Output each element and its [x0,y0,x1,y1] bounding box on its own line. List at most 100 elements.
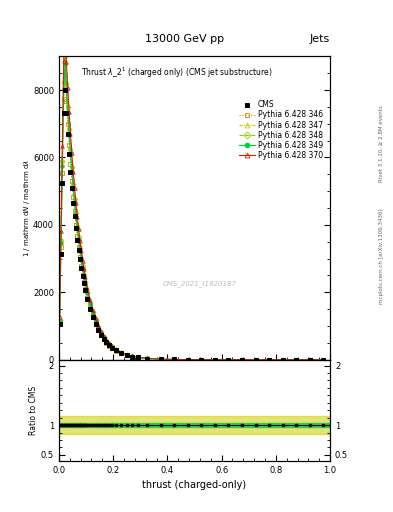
Pythia 6.428 349 [75,226,80,232]
Pythia 6.428 348 [83,279,88,285]
CMS [104,339,109,346]
CMS [67,151,72,157]
Pythia 6.428 348 [77,245,82,251]
Pythia 6.428 370 [85,285,90,291]
CMS [307,356,312,362]
Pythia 6.428 349 [57,318,62,324]
Pythia 6.428 370 [75,214,80,220]
Pythia 6.428 370 [65,85,70,91]
CMS [76,247,81,253]
Pythia 6.428 348 [85,289,90,295]
Pythia 6.428 370 [76,226,81,232]
Pythia 6.428 370 [64,59,69,65]
Line: CMS: CMS [58,88,325,361]
Pythia 6.428 347 [213,356,217,362]
Pythia 6.428 346 [145,355,149,361]
Pythia 6.428 349 [71,185,75,191]
Pythia 6.428 349 [70,169,74,175]
CMS [107,342,112,348]
CMS [99,332,103,338]
Pythia 6.428 370 [125,351,129,357]
CMS [267,356,272,362]
Pythia 6.428 347 [88,300,92,306]
Pythia 6.428 370 [307,356,312,362]
Pythia 6.428 349 [93,318,98,324]
Pythia 6.428 348 [119,350,124,356]
CMS [61,110,66,116]
CMS [321,356,326,362]
Pythia 6.428 348 [67,125,72,132]
Pythia 6.428 347 [71,181,75,187]
Pythia 6.428 347 [101,334,106,340]
Pythia 6.428 349 [85,290,90,296]
Pythia 6.428 370 [82,266,86,272]
CMS [60,180,65,186]
CMS [130,353,134,359]
Pythia 6.428 348 [68,145,73,152]
Pythia 6.428 347 [199,356,204,362]
Pythia 6.428 347 [240,356,244,362]
Pythia 6.428 347 [145,355,149,361]
Pythia 6.428 348 [71,181,75,187]
Pythia 6.428 370 [185,356,190,362]
Pythia 6.428 346 [79,263,84,269]
Pythia 6.428 347 [83,279,88,285]
Pythia 6.428 347 [125,352,129,358]
CMS [158,356,163,362]
Pythia 6.428 348 [70,164,74,170]
Pythia 6.428 346 [280,356,285,362]
Pythia 6.428 370 [145,355,149,361]
Pythia 6.428 348 [64,79,69,86]
CMS [64,110,69,116]
Text: Thrust $\lambda$_2$^1$ (charged only) (CMS jet substructure): Thrust $\lambda$_2$^1$ (charged only) (C… [81,66,272,80]
Pythia 6.428 370 [67,109,72,115]
Pythia 6.428 348 [213,356,217,362]
Pythia 6.428 347 [107,341,112,347]
Pythia 6.428 349 [101,334,106,340]
Line: Pythia 6.428 346: Pythia 6.428 346 [58,74,325,361]
Pythia 6.428 346 [125,352,129,358]
CMS [185,356,190,362]
Pythia 6.428 370 [83,274,88,280]
Pythia 6.428 349 [114,347,118,353]
Pythia 6.428 347 [253,356,258,362]
CMS [75,237,80,243]
Pythia 6.428 348 [79,254,84,261]
Pythia 6.428 348 [226,356,231,362]
Pythia 6.428 346 [93,321,98,327]
Pythia 6.428 347 [63,53,68,59]
Pythia 6.428 370 [119,349,124,355]
Pythia 6.428 346 [61,96,66,102]
Pythia 6.428 348 [96,324,101,330]
Pythia 6.428 370 [79,248,84,254]
Pythia 6.428 348 [158,356,163,362]
Pythia 6.428 346 [119,350,124,356]
Pythia 6.428 370 [226,356,231,362]
CMS [93,321,98,327]
Pythia 6.428 348 [321,356,326,362]
CMS [119,350,124,356]
Pythia 6.428 347 [70,164,74,170]
Pythia 6.428 348 [110,344,114,350]
Pythia 6.428 349 [145,355,149,361]
Pythia 6.428 348 [240,356,244,362]
Pythia 6.428 370 [88,296,92,303]
Pythia 6.428 346 [64,98,69,104]
Pythia 6.428 370 [57,314,62,320]
Pythia 6.428 346 [226,356,231,362]
CMS [72,213,77,219]
Pythia 6.428 349 [267,356,272,362]
Pythia 6.428 347 [226,356,231,362]
Pythia 6.428 348 [93,317,98,324]
Pythia 6.428 346 [158,356,163,362]
Pythia 6.428 349 [67,132,72,138]
Pythia 6.428 370 [104,336,109,343]
CMS [101,336,106,342]
CMS [135,354,140,360]
Pythia 6.428 349 [82,273,86,280]
Pythia 6.428 346 [73,222,78,228]
Pythia 6.428 370 [77,238,82,244]
Pythia 6.428 347 [75,223,80,229]
Pythia 6.428 348 [72,196,77,202]
Pythia 6.428 349 [226,356,231,362]
